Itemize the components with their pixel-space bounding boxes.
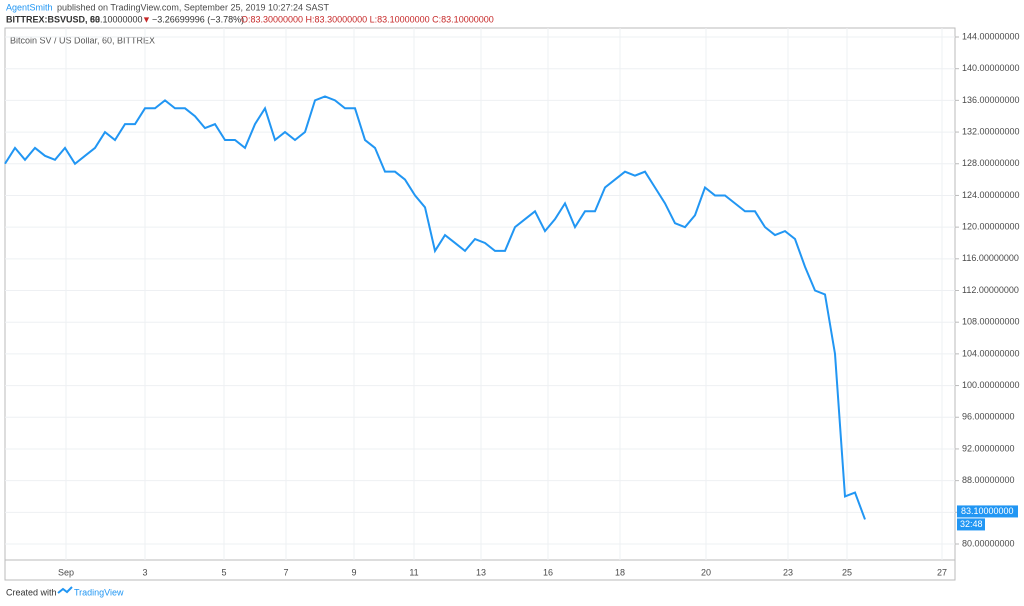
price-label-bg [957, 505, 1018, 518]
y-tick-label: 88.00000000 [962, 475, 1015, 485]
x-tick-label: 23 [783, 567, 793, 577]
x-tick-label: 3 [142, 567, 147, 577]
change: −3.26699996 (−3.78%) [152, 14, 244, 24]
y-tick-label: 116.00000000 [962, 253, 1019, 263]
y-tick-label: 108.00000000 [962, 317, 1020, 327]
last: 83.10000000 [90, 14, 143, 24]
footer-created: Created with [6, 587, 57, 597]
x-tick-label: 25 [842, 567, 852, 577]
x-tick-label: 13 [476, 567, 486, 577]
y-tick-label: 140.00000000 [962, 63, 1020, 73]
countdown-bg [957, 518, 985, 531]
brand-logo [57, 586, 73, 594]
y-tick-label: 132.00000000 [962, 126, 1020, 136]
countdown: 32:48 [960, 519, 983, 529]
y-tick-label: 96.00000000 [962, 412, 1015, 422]
price-line [4, 95, 866, 520]
y-tick-label: 104.00000000 [962, 348, 1020, 358]
y-tick-label: 120.00000000 [962, 222, 1020, 232]
published: published on TradingView.com, September … [57, 2, 330, 12]
y-tick-label: 112.00000000 [962, 285, 1019, 295]
y-tick-label: 80.00000000 [962, 538, 1015, 548]
y-tick-label: 128.00000000 [962, 158, 1020, 168]
x-tick-label: 18 [615, 567, 625, 577]
x-tick-label: 11 [409, 567, 418, 577]
author[interactable]: AgentSmith [6, 2, 53, 12]
y-tick-label: 100.00000000 [962, 380, 1020, 390]
chart-title: Bitcoin SV / US Dollar, 60, BITTREX [10, 35, 155, 45]
footer-brand[interactable]: TradingView [74, 587, 124, 597]
y-tick-label: 92.00000000 [962, 443, 1015, 453]
x-tick-label: 27 [937, 567, 947, 577]
x-tick-label: 7 [283, 567, 288, 577]
x-tick-label: 5 [221, 567, 226, 577]
symbol: BITTREX:BSVUSD, 60 [6, 14, 100, 24]
arrow: ▼ [142, 14, 151, 24]
x-tick-label: 9 [351, 567, 356, 577]
y-tick-label: 124.00000000 [962, 190, 1020, 200]
price-label: 83.10000000 [961, 506, 1014, 516]
y-tick-label: 144.00000000 [962, 31, 1020, 41]
y-tick-label: 136.00000000 [962, 95, 1020, 105]
x-tick-label: 20 [701, 567, 711, 577]
ohlc: O:83.30000000 H:83.30000000 L:83.1000000… [241, 14, 494, 24]
x-tick-label: Sep [58, 567, 74, 577]
plot-frame [4, 27, 956, 581]
x-tick-label: 16 [543, 567, 553, 577]
